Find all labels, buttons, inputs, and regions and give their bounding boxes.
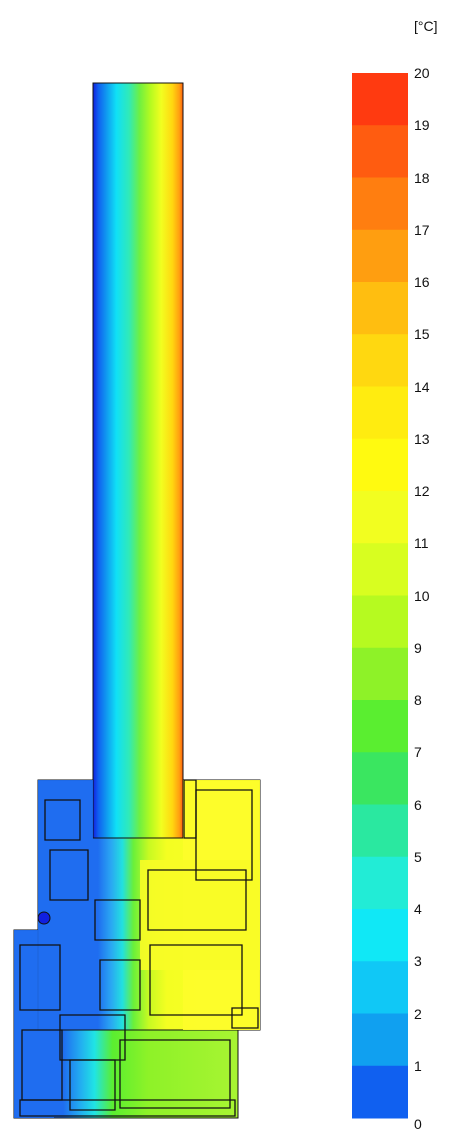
legend-color-band bbox=[352, 125, 408, 178]
legend-color-band bbox=[352, 700, 408, 753]
glass-pane bbox=[92, 82, 184, 839]
legend-color-band bbox=[352, 909, 408, 962]
legend-color-band bbox=[352, 386, 408, 440]
legend-color-band bbox=[352, 961, 408, 1014]
legend-unit-label: [°C] bbox=[414, 18, 438, 34]
legend-color-band bbox=[352, 647, 408, 701]
legend-color-band bbox=[352, 1065, 408, 1119]
color-legend-bar bbox=[352, 73, 408, 1119]
legend-color-band bbox=[352, 1013, 408, 1067]
legend-color-band bbox=[352, 543, 408, 596]
profile-chambers bbox=[19, 779, 259, 1117]
legend-color-band bbox=[352, 438, 408, 492]
cold-lower-region bbox=[14, 930, 54, 1118]
warm-mid-region bbox=[140, 860, 260, 970]
legend-color-band bbox=[352, 334, 408, 387]
legend-color-band bbox=[352, 752, 408, 805]
cold-spot bbox=[37, 911, 51, 925]
legend-color-band bbox=[352, 177, 408, 231]
legend-color-band bbox=[352, 856, 408, 910]
legend-color-band bbox=[352, 73, 408, 126]
legend-color-band bbox=[352, 595, 408, 649]
legend-color-band bbox=[352, 229, 408, 283]
cold-frame-region bbox=[38, 780, 93, 930]
legend-color-band bbox=[352, 282, 408, 335]
legend-color-band bbox=[352, 804, 408, 858]
legend-color-band bbox=[352, 491, 408, 544]
